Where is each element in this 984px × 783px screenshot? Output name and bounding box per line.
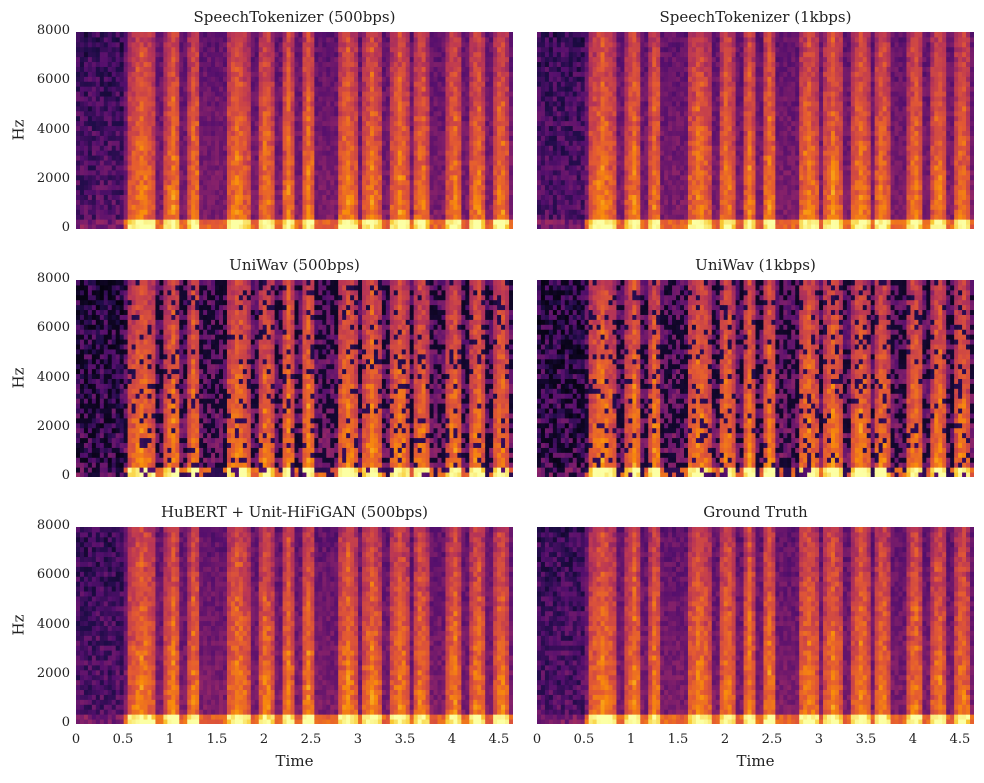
x-tick-label: 2.5 bbox=[296, 732, 326, 747]
x-tick-label: 1.5 bbox=[202, 732, 232, 747]
spectrogram-heatmap bbox=[76, 280, 513, 477]
x-tick-label: 0.5 bbox=[108, 732, 138, 747]
y-tick-label: 0 bbox=[26, 715, 70, 730]
y-tick-label: 2000 bbox=[26, 171, 70, 186]
x-tick-label: 4.5 bbox=[484, 732, 514, 747]
y-tick-label: 8000 bbox=[26, 23, 70, 38]
y-tick-label: 2000 bbox=[26, 419, 70, 434]
x-tick-label: 4 bbox=[898, 732, 928, 747]
panel-title: SpeechTokenizer (500bps) bbox=[76, 8, 513, 26]
y-tick-label: 2000 bbox=[26, 666, 70, 681]
y-tick-label: 0 bbox=[26, 220, 70, 235]
y-tick-label: 6000 bbox=[26, 567, 70, 582]
x-tick-label: 2 bbox=[710, 732, 740, 747]
y-tick-label: 4000 bbox=[26, 122, 70, 137]
y-tick-label: 8000 bbox=[26, 271, 70, 286]
x-tick-label: 1 bbox=[616, 732, 646, 747]
x-tick-label: 4.5 bbox=[945, 732, 975, 747]
panel-title: SpeechTokenizer (1kbps) bbox=[537, 8, 974, 26]
spectrogram-heatmap bbox=[76, 527, 513, 724]
x-tick-label: 3 bbox=[343, 732, 373, 747]
x-tick-label: 2.5 bbox=[757, 732, 787, 747]
y-tick-label: 0 bbox=[26, 468, 70, 483]
panel-title: UniWav (1kbps) bbox=[537, 256, 974, 274]
y-tick-label: 8000 bbox=[26, 518, 70, 533]
spectrogram-heatmap bbox=[537, 527, 974, 724]
y-axis-label: Hz bbox=[9, 119, 27, 140]
panel-title: UniWav (500bps) bbox=[76, 256, 513, 274]
x-tick-label: 3.5 bbox=[390, 732, 420, 747]
x-axis-label: Time bbox=[716, 752, 796, 770]
y-axis-label: Hz bbox=[9, 367, 27, 388]
x-tick-label: 1 bbox=[155, 732, 185, 747]
y-tick-label: 6000 bbox=[26, 320, 70, 335]
x-tick-label: 3 bbox=[804, 732, 834, 747]
x-axis-label: Time bbox=[255, 752, 335, 770]
spectrogram-heatmap bbox=[537, 32, 974, 229]
x-tick-label: 0 bbox=[61, 732, 91, 747]
x-tick-label: 0 bbox=[522, 732, 552, 747]
y-tick-label: 4000 bbox=[26, 370, 70, 385]
spectrogram-heatmap bbox=[537, 280, 974, 477]
panel-title: Ground Truth bbox=[537, 503, 974, 521]
x-tick-label: 4 bbox=[437, 732, 467, 747]
spectrogram-heatmap bbox=[76, 32, 513, 229]
x-tick-label: 3.5 bbox=[851, 732, 881, 747]
x-tick-label: 1.5 bbox=[663, 732, 693, 747]
panel-title: HuBERT + Unit-HiFiGAN (500bps) bbox=[76, 503, 513, 521]
x-tick-label: 2 bbox=[249, 732, 279, 747]
x-tick-label: 0.5 bbox=[569, 732, 599, 747]
y-tick-label: 6000 bbox=[26, 72, 70, 87]
y-axis-label: Hz bbox=[9, 614, 27, 635]
y-tick-label: 4000 bbox=[26, 617, 70, 632]
